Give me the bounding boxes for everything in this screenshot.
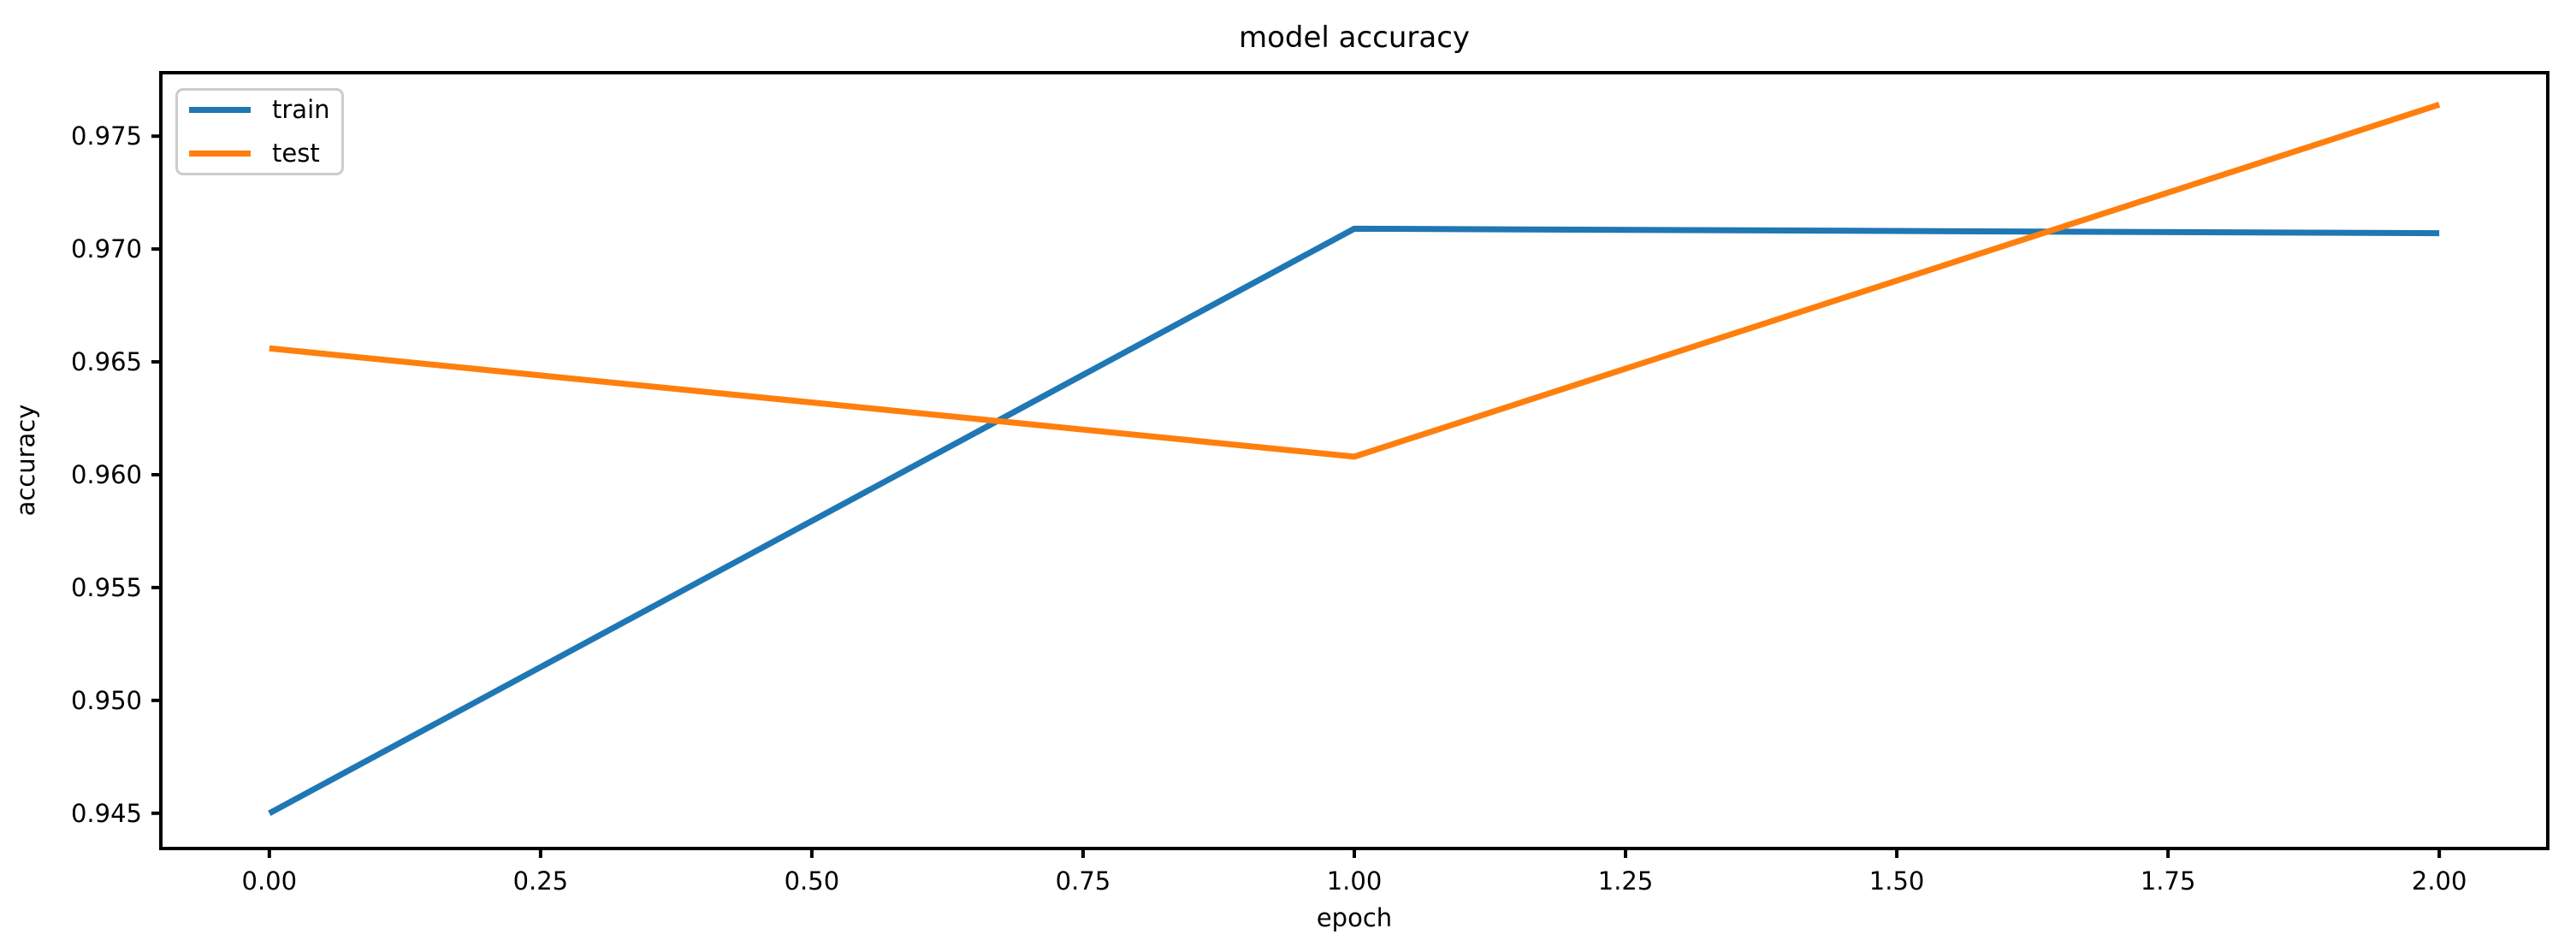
train-line-swatch xyxy=(189,107,251,113)
legend-label-test: test xyxy=(272,139,320,168)
legend-label-train: train xyxy=(272,95,330,124)
x-axis-label: epoch xyxy=(1317,903,1392,932)
y-tick-label: 0.960 xyxy=(71,460,142,489)
chart-title: model accuracy xyxy=(1239,21,1470,55)
x-tick-label: 0.75 xyxy=(1056,866,1111,896)
x-tick-label: 0.25 xyxy=(513,866,569,896)
y-tick-label: 0.950 xyxy=(71,686,142,715)
x-tick-label: 1.75 xyxy=(2141,866,2196,896)
x-axis-ticks: 0.00 0.25 0.50 0.75 1.00 1.25 1.50 1.75 2.00 xyxy=(242,849,2467,896)
legend-item-test: test xyxy=(189,141,341,166)
y-axis-ticks: 0.945 0.950 0.955 0.960 0.965 0.970 0.975 xyxy=(71,121,161,828)
x-tick-label: 2.00 xyxy=(2412,866,2467,896)
x-tick-label: 0.50 xyxy=(785,866,840,896)
legend: train test xyxy=(175,88,344,175)
legend-item-train: train xyxy=(189,98,341,122)
plot-series xyxy=(268,101,2441,816)
y-tick-label: 0.945 xyxy=(71,799,142,828)
y-tick-label: 0.965 xyxy=(71,347,142,376)
y-tick-label: 0.955 xyxy=(71,573,142,602)
x-tick-label: 1.50 xyxy=(1869,866,1925,896)
train-line xyxy=(268,225,2440,816)
y-tick-label: 0.970 xyxy=(71,234,142,263)
y-tick-label: 0.975 xyxy=(71,121,142,151)
x-tick-label: 1.25 xyxy=(1598,866,1654,896)
x-tick-label: 0.00 xyxy=(242,866,298,896)
x-tick-label: 1.00 xyxy=(1327,866,1383,896)
y-axis-label: accuracy xyxy=(11,405,40,517)
plot-border xyxy=(159,71,2549,850)
test-line-swatch xyxy=(189,151,251,157)
test-line xyxy=(269,101,2441,460)
